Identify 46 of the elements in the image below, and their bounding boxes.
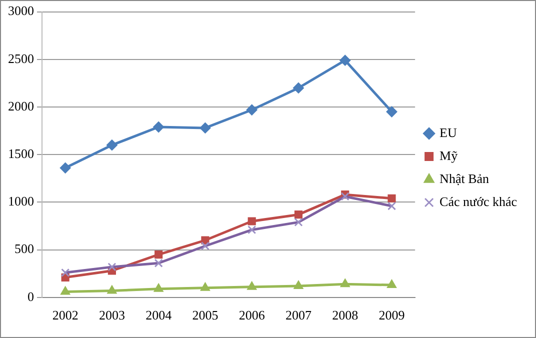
x-tick-label: 2005	[192, 308, 218, 323]
point	[107, 285, 117, 294]
x-tick-label: 2002	[52, 308, 78, 323]
point	[340, 278, 350, 288]
point	[200, 242, 210, 250]
point	[248, 226, 256, 234]
y-tick-label: 500	[14, 241, 34, 256]
legend-label: Các nước khác	[440, 194, 518, 209]
x-tick-label: 2007	[285, 308, 312, 323]
x-tick-label: 2004	[146, 308, 172, 323]
x-tick-label: 2009	[378, 308, 405, 323]
point	[154, 258, 163, 268]
point	[388, 194, 396, 202]
point	[246, 104, 258, 116]
point	[387, 202, 396, 210]
legend-label: EU	[440, 124, 458, 140]
point	[294, 280, 304, 289]
point	[386, 280, 397, 288]
point	[247, 281, 257, 290]
point	[108, 262, 116, 272]
y-tick-label: 1000	[8, 194, 34, 209]
point	[248, 217, 256, 226]
point	[61, 268, 70, 277]
x-tick-label: 2006	[238, 308, 266, 323]
point	[60, 162, 71, 174]
point	[153, 121, 164, 132]
point	[106, 140, 118, 151]
y-tick-label: 2000	[8, 98, 34, 114]
point	[200, 122, 211, 134]
y-tick-label: 2500	[8, 50, 34, 66]
y-tick-label: 0	[28, 288, 34, 304]
x-tick-label: 2008	[332, 308, 358, 323]
point	[292, 82, 304, 94]
point	[200, 282, 210, 291]
point	[294, 218, 303, 226]
point	[340, 54, 351, 66]
point	[294, 210, 303, 219]
point	[386, 106, 398, 118]
y-tick-label: 3000	[8, 3, 34, 18]
legend-label: Nhật Bản	[440, 170, 490, 186]
point	[154, 283, 164, 292]
point	[60, 286, 70, 295]
point	[154, 250, 163, 259]
y-tick-label: 1500	[8, 146, 34, 162]
x-tick-label: 2003	[98, 308, 125, 323]
legend-label: Mỹ	[440, 148, 458, 163]
